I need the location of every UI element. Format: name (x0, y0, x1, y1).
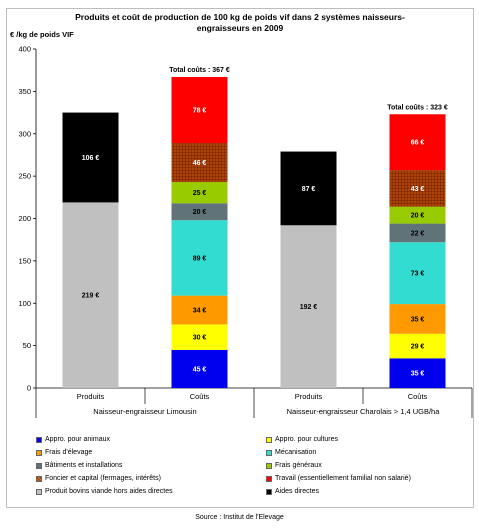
bar-segment-bat (171, 203, 228, 221)
legend-swatch (266, 462, 272, 469)
bar-segment-anim (171, 349, 228, 388)
legend-item-meca: Mécanisation (266, 449, 316, 456)
total-label: Total coûts : 367 € (169, 67, 230, 74)
y-tick-label: 400 (18, 45, 31, 54)
legend-item-fonc: Foncier et capital (fermages, intérêts) (36, 475, 161, 482)
source-note: Source : Institut de l'Elevage (195, 514, 284, 521)
legend-swatch (36, 475, 42, 482)
data-label: 29 € (411, 344, 425, 351)
y-tick-label: 300 (18, 129, 31, 138)
y-axis-label: € /kg de poids VIF (10, 30, 74, 39)
legend-label: Aides directes (275, 488, 319, 495)
bar-segment-meca (389, 242, 446, 305)
data-label: 73 € (411, 271, 425, 278)
data-label: 34 € (193, 308, 207, 315)
x-tick-label: Produits (77, 392, 105, 401)
data-label: 45 € (193, 366, 207, 373)
legend-swatch (266, 449, 272, 456)
legend-swatch (36, 436, 42, 443)
legend-label: Frais généraux (275, 462, 322, 469)
bar-segment-gen (389, 206, 446, 224)
legend-label: Appro. pour cultures (275, 436, 339, 443)
data-label: 46 € (193, 160, 207, 167)
y-tick-label: 200 (18, 214, 31, 223)
data-label: 20 € (193, 209, 207, 216)
legend-item-aides: Aides directes (266, 488, 319, 495)
bar-segment-aides (62, 112, 119, 203)
y-tick-label: 250 (18, 172, 31, 181)
bar-segment-fonc (389, 170, 446, 207)
bar-segment-cult (171, 324, 228, 350)
y-tick-label: 150 (18, 256, 31, 265)
legend-swatch (36, 462, 42, 469)
legend-item-trav: Travail (essentiellement familial non sa… (266, 475, 411, 482)
chart-frame (6, 8, 474, 508)
group-label: Naisseur-engraisseur Charolais > 1,4 UGB… (287, 407, 441, 416)
bar-segment-fonc (171, 143, 228, 183)
bar-segment-prod (62, 202, 119, 388)
legend-swatch (266, 488, 272, 495)
legend-label: Produit bovins viande hors aides directe… (45, 488, 173, 495)
data-label: 106 € (82, 155, 100, 162)
legend-label: Travail (essentiellement familial non sa… (275, 475, 411, 482)
legend-swatch (266, 475, 272, 482)
bar-segment-anim (389, 358, 446, 388)
bar-segment-meca (171, 220, 228, 296)
data-label: 35 € (411, 316, 425, 323)
legend-label: Frais d'élevage (45, 449, 93, 456)
legend-label: Foncier et capital (fermages, intérêts) (45, 475, 161, 482)
y-tick-label: 50 (23, 341, 31, 350)
legend: Appro. pour animaux Appro. pour cultures F… (10, 430, 470, 504)
legend-swatch (36, 449, 42, 456)
bar-segment-gen (171, 182, 228, 204)
data-label: 20 € (411, 213, 425, 220)
data-label: 43 € (411, 186, 425, 193)
bar-segment-elev (171, 295, 228, 325)
data-label: 30 € (193, 335, 207, 342)
bar-segment-elev (389, 304, 446, 334)
data-label: 78 € (193, 108, 207, 115)
y-tick-label: 100 (18, 299, 31, 308)
data-label: 89 € (193, 255, 207, 262)
bar-segment-bat (389, 223, 446, 243)
bar-segment-prod (280, 225, 337, 388)
bar-segment-cult (389, 333, 446, 359)
chart-title: Produits et coût de production de 100 kg… (75, 12, 405, 33)
group-label: Naisseur-engraisseur Limousin (93, 407, 196, 416)
y-tick-label: 350 (18, 87, 31, 96)
x-tick-label: Produits (295, 392, 323, 401)
x-tick-label: Coûts (190, 392, 210, 401)
legend-swatch (266, 436, 272, 443)
data-label: 87 € (302, 186, 316, 193)
y-tick-label: 0 (27, 384, 31, 393)
data-label: 219 € (82, 293, 100, 300)
legend-swatch (36, 488, 42, 495)
data-label: 22 € (411, 230, 425, 237)
stacked-bar-chart: 0 50 100 150 200 250 300 350 400 219 € 106 € Produi… (18, 45, 473, 418)
legend-item-gen: Frais généraux (266, 462, 322, 469)
legend-item-prod: Produit bovins viande hors aides directe… (36, 488, 173, 495)
legend-item-bat: Bâtiments et installations (36, 462, 122, 469)
bar-segment-trav (389, 114, 446, 171)
legend-item-anim: Appro. pour animaux (36, 436, 110, 443)
legend-label: Appro. pour animaux (45, 436, 110, 443)
legend-label: Bâtiments et installations (45, 462, 123, 469)
data-label: 25 € (193, 190, 207, 197)
bar-segment-trav (171, 76, 228, 144)
legend-item-cult: Appro. pour cultures (266, 436, 338, 443)
legend-item-elev: Frais d'élevage (36, 449, 92, 456)
data-label: 35 € (411, 371, 425, 378)
bar-segment-aides (280, 151, 337, 226)
x-tick-label: Coûts (408, 392, 428, 401)
total-label: Total coûts : 323 € (387, 104, 448, 111)
data-label: 66 € (411, 140, 425, 147)
legend-label: Mécanisation (275, 449, 317, 456)
data-label: 192 € (300, 304, 318, 311)
